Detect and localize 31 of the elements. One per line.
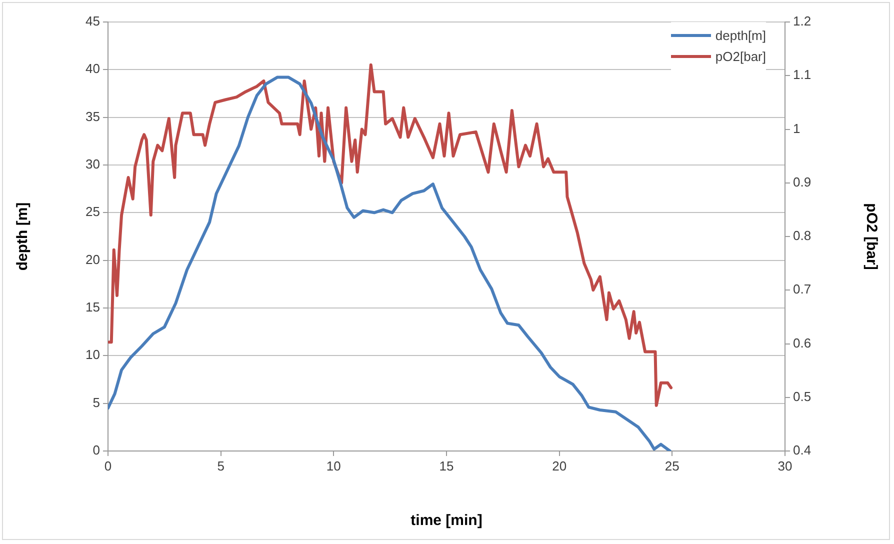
x-tick-label: 5 [217,458,224,474]
y2-tick-label: 1 [793,120,800,136]
y2-axis-title: pO2 [bar] [862,203,880,270]
y-tick-label: 15 [86,300,100,315]
y-tick-label: 45 [86,14,100,29]
y-tick-label: 40 [86,61,100,76]
x-tick-label: 15 [439,458,454,474]
y2-tick-label: 1.1 [793,67,812,82]
y-tick-label: 5 [92,394,100,410]
legend-label: pO2[bar] [715,49,766,64]
y-tick-label: 10 [86,347,100,362]
y2-tick-label: 0.9 [793,174,812,190]
y-tick-label: 30 [86,156,100,172]
x-tick-label: 0 [104,458,112,474]
legend-label: depth[m] [715,28,766,43]
y2-tick-label: 0.8 [793,228,812,244]
x-tick-label: 30 [778,458,792,474]
x-tick-label: 25 [664,458,680,474]
x-tick-label: 10 [326,458,341,474]
y-tick-label: 20 [86,252,100,267]
y2-tick-label: 0.7 [793,282,812,297]
y-axis-title: depth [m] [14,202,32,271]
x-axis-title: time [min] [410,512,482,530]
x-tick-label: 20 [552,458,567,474]
y2-tick-label: 0.6 [793,335,812,350]
y2-tick-label: 1.2 [793,14,812,29]
y-tick-label: 0 [92,442,100,458]
y-tick-label: 25 [86,204,100,220]
y-tick-label: 35 [86,108,100,124]
y2-tick-label: 0.4 [793,442,812,458]
y2-tick-label: 0.5 [793,388,812,404]
